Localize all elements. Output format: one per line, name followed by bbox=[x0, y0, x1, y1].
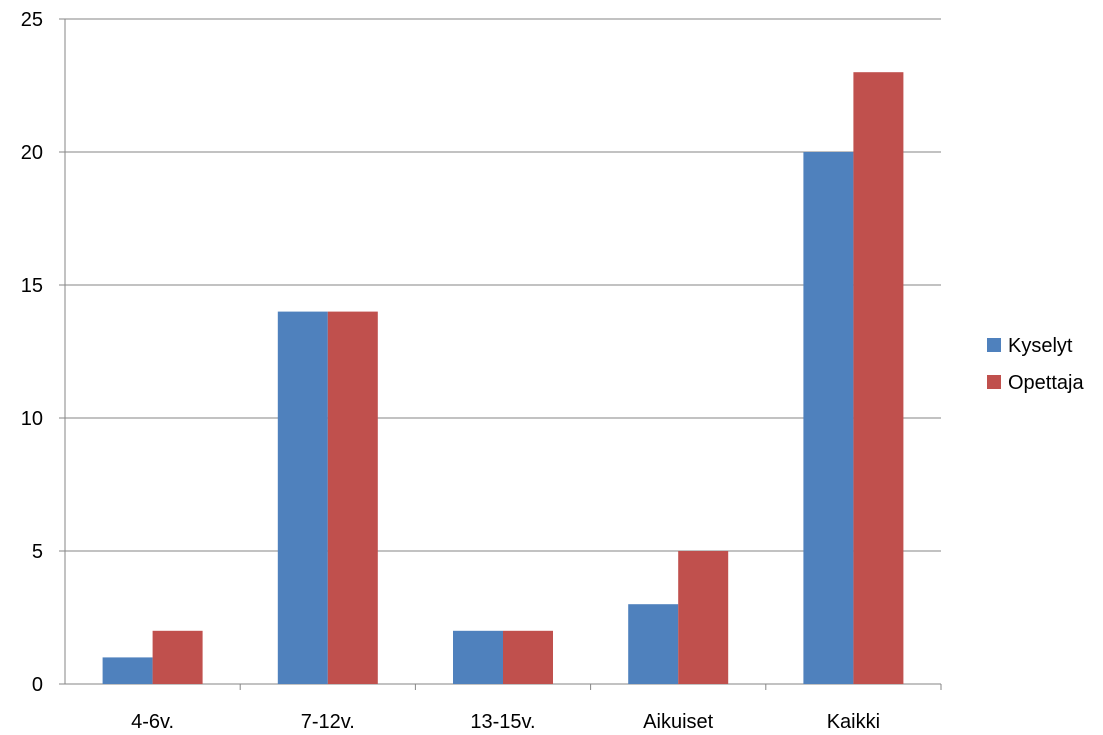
x-tick-label: 13-15v. bbox=[470, 711, 535, 730]
bar-opettaja-1 bbox=[327, 311, 378, 684]
legend-label-kyselyt[interactable]: Kyselyt bbox=[1008, 335, 1073, 357]
gridlines bbox=[65, 18, 941, 552]
y-tick-labels: 0 5 10 15 20 25 bbox=[21, 9, 43, 696]
y-tick-label: 0 bbox=[32, 674, 43, 696]
bar-opettaja-2 bbox=[503, 630, 553, 684]
bar-kyselyt-0 bbox=[102, 657, 153, 684]
x-tick-label: 4-6v. bbox=[131, 711, 174, 730]
bar-opettaja-0 bbox=[152, 630, 203, 684]
bar-opettaja-4 bbox=[853, 72, 904, 684]
bar-opettaja-3 bbox=[678, 551, 729, 684]
x-tick-label: Kaikki bbox=[827, 711, 880, 730]
y-tick-label: 10 bbox=[21, 408, 43, 430]
y-tick-label: 15 bbox=[21, 275, 43, 297]
y-tick-label: 5 bbox=[32, 541, 43, 563]
legend-label-opettaja[interactable]: Opettaja bbox=[1008, 372, 1084, 394]
bar-kyselyt-4 bbox=[803, 152, 854, 684]
bar-kyselyt-2 bbox=[453, 630, 503, 684]
bar-kyselyt-1 bbox=[277, 311, 328, 684]
bars bbox=[102, 72, 904, 684]
y-tick-label: 25 bbox=[21, 9, 43, 31]
x-tick-labels: 4-6v. 7-12v. 13-15v. Aikuiset Kaikki bbox=[131, 711, 880, 733]
y-tick-label: 20 bbox=[21, 142, 43, 164]
legend-swatch-opettaja bbox=[987, 375, 1001, 389]
bar-kyselyt-3 bbox=[628, 604, 679, 684]
legend[interactable]: Kyselyt Opettaja bbox=[987, 335, 1084, 394]
x-tick-label: Aikuiset bbox=[643, 711, 713, 730]
legend-swatch-kyselyt bbox=[987, 338, 1001, 352]
x-tick-label: 7-12v. bbox=[301, 711, 355, 730]
